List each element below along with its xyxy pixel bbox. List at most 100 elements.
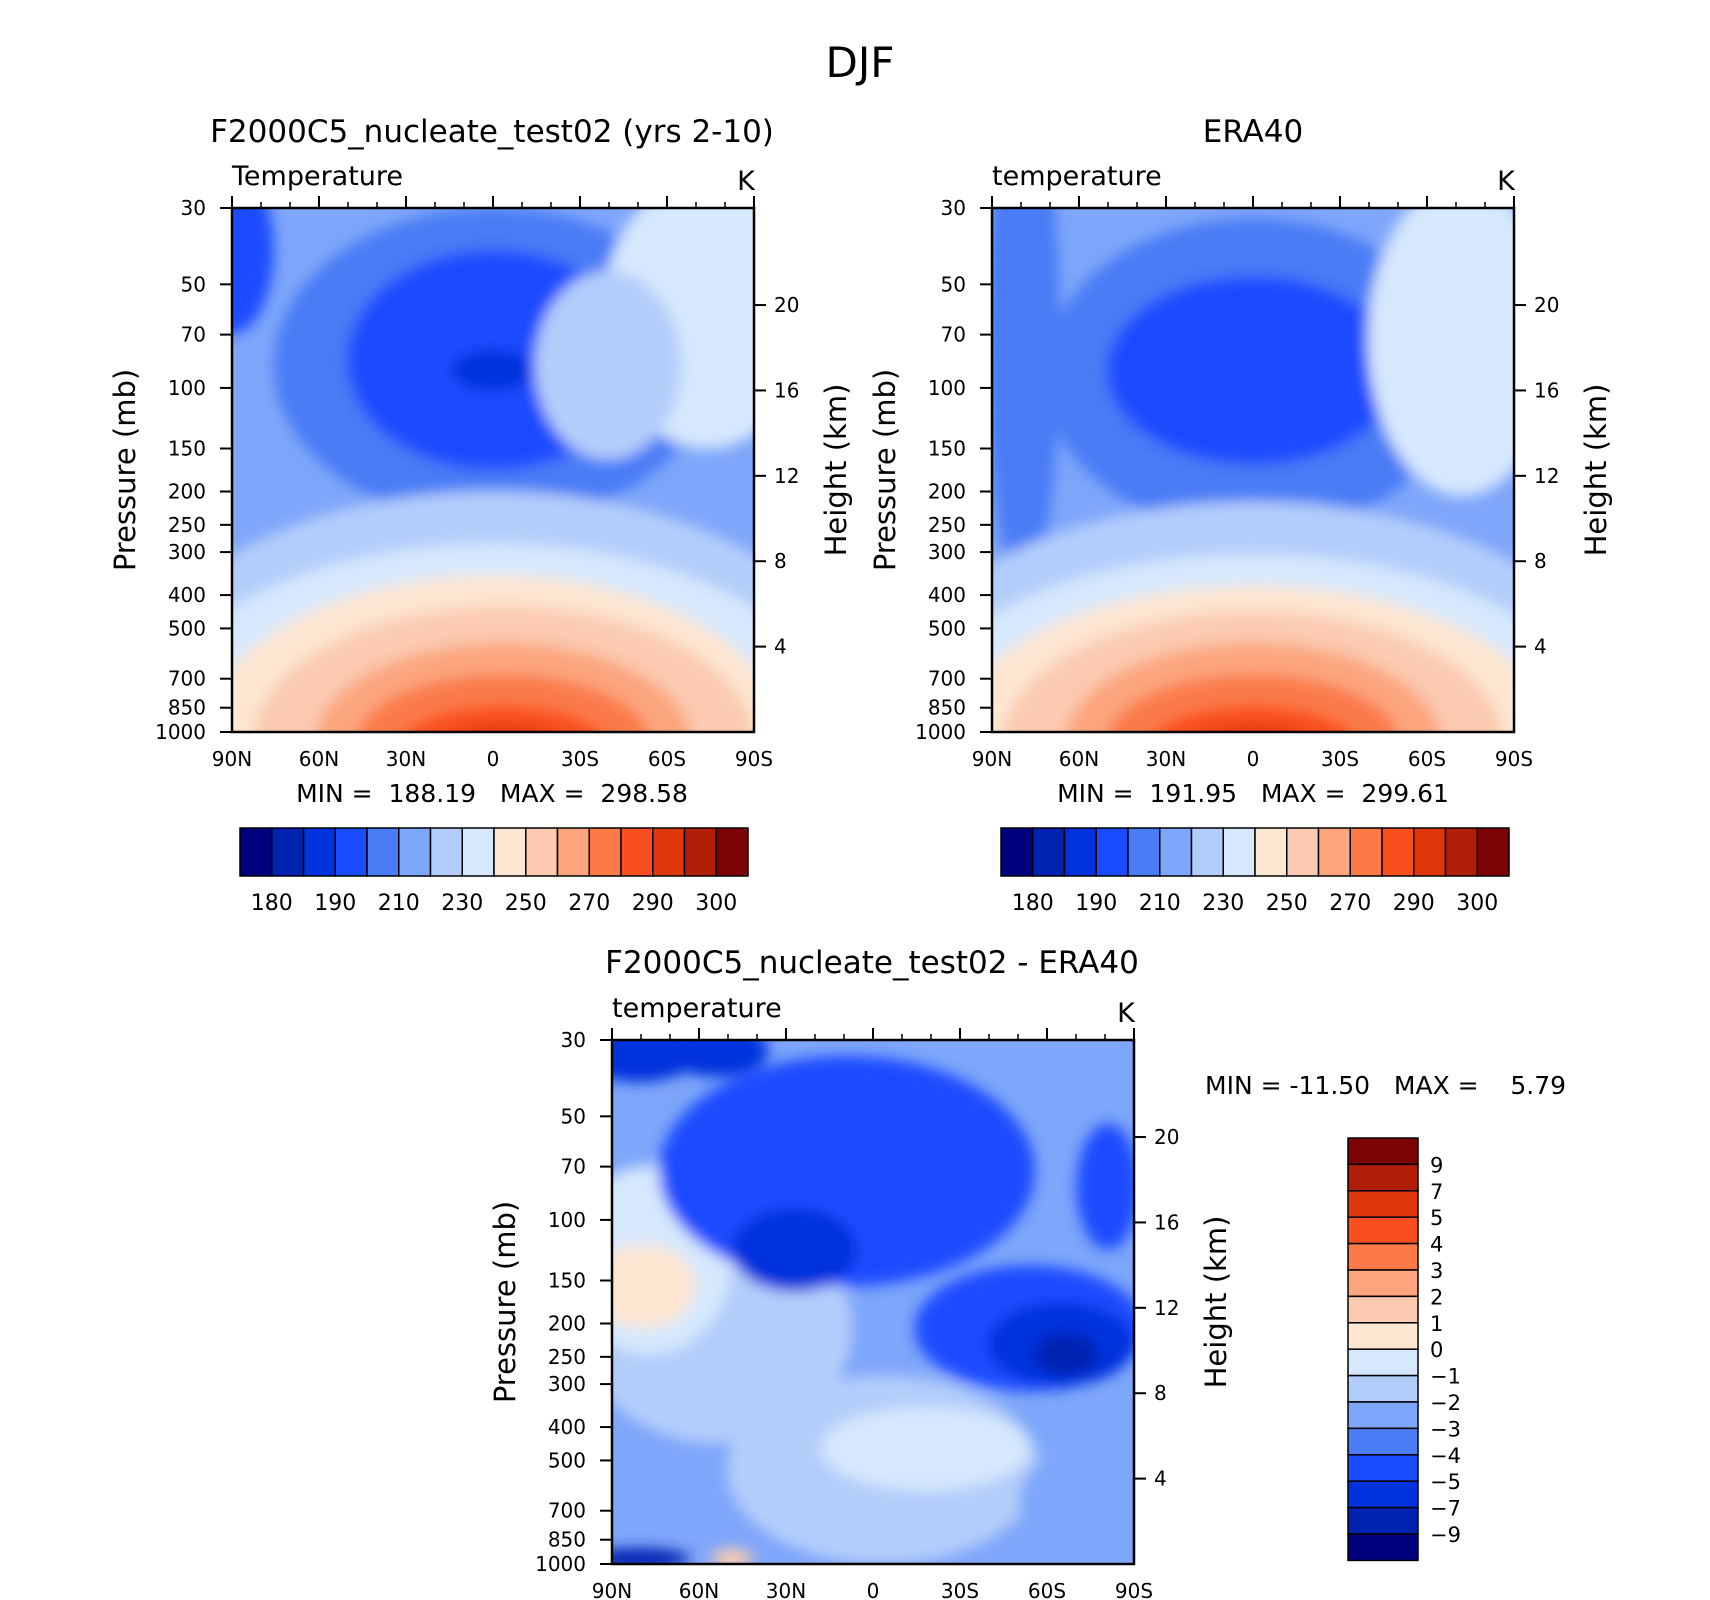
height-tick-label: 4 — [774, 635, 787, 659]
panel-model-variable-label: Temperature — [231, 161, 403, 192]
x-tick-label: 0 — [1247, 747, 1260, 771]
y-tick-label: 30 — [181, 196, 206, 220]
y-tick-label: 50 — [181, 272, 206, 296]
panel-model-stats: MIN = 188.19 MAX = 298.58 — [296, 779, 688, 808]
colorbar-swatch — [366, 827, 400, 877]
colorbar-label: −3 — [1430, 1417, 1461, 1441]
y-tick-label: 70 — [181, 323, 206, 347]
colorbar-label: 2 — [1430, 1285, 1443, 1309]
y-tick-label: 50 — [941, 272, 966, 296]
colorbar-label: −7 — [1430, 1497, 1461, 1521]
colorbar-swatch — [1347, 1427, 1419, 1456]
colorbar-label: 250 — [505, 891, 547, 916]
colorbar-swatch — [1347, 1480, 1419, 1509]
colorbar-label: −4 — [1430, 1444, 1461, 1468]
height-tick-label: 4 — [1534, 635, 1547, 659]
panel-era40-height-axis-label: Height (km) — [1579, 384, 1613, 557]
y-tick-label: 300 — [548, 1372, 586, 1396]
colorbar-swatch — [429, 827, 463, 877]
colorbar-label: 1 — [1430, 1312, 1443, 1336]
colorbar-swatch — [1381, 827, 1415, 877]
panel-model-plot — [232, 208, 754, 732]
colorbar-swatch — [1032, 827, 1066, 877]
colorbar-swatch — [652, 827, 686, 877]
y-tick-label: 400 — [928, 583, 966, 607]
colorbar-swatch — [493, 827, 527, 877]
height-tick-label: 16 — [774, 378, 799, 402]
colorbar-swatch — [1347, 1322, 1419, 1350]
x-tick-label: 90N — [212, 747, 252, 771]
x-tick-label: 90S — [1115, 1579, 1153, 1600]
height-tick-label: 12 — [1154, 1296, 1179, 1320]
contour-region — [406, 705, 601, 732]
contour-region — [1211, 726, 1295, 732]
x-tick-label: 30S — [941, 1579, 979, 1600]
y-tick-label: 100 — [548, 1208, 586, 1232]
y-tick-label: 1000 — [915, 720, 966, 744]
colorbar-label: 230 — [1202, 891, 1244, 916]
x-tick-label: 30S — [561, 747, 599, 771]
contour-region — [232, 208, 274, 334]
contour-region — [1367, 208, 1514, 497]
x-tick-label: 30S — [1321, 747, 1359, 771]
x-tick-label: 90S — [1495, 747, 1533, 771]
panel-era40-variable-label: temperature — [992, 161, 1162, 192]
y-tick-label: 700 — [168, 667, 206, 691]
height-tick-label: 4 — [1154, 1467, 1167, 1491]
y-tick-label: 850 — [548, 1528, 586, 1552]
y-tick-label: 1000 — [155, 720, 206, 744]
x-tick-label: 60N — [299, 747, 339, 771]
contour-region — [534, 270, 681, 460]
panel-difference-variable-label: temperature — [612, 993, 782, 1024]
colorbar-label: 270 — [1329, 891, 1371, 916]
panel-model-title: F2000C5_nucleate_test02 (yrs 2-10) — [210, 114, 774, 150]
x-tick-label: 60N — [1059, 747, 1099, 771]
colorbar-swatch — [1413, 827, 1447, 877]
colorbar-swatch — [1347, 1269, 1419, 1298]
colorbar-label: 9 — [1430, 1153, 1443, 1177]
contour-region — [316, 642, 691, 732]
panel-difference-title: F2000C5_nucleate_test02 - ERA40 — [605, 945, 1139, 981]
colorbar-label: −5 — [1430, 1470, 1461, 1494]
x-tick-label: 90S — [735, 747, 773, 771]
contour-region — [612, 1548, 691, 1564]
panel-difference-height-axis-label: Height (km) — [1199, 1216, 1233, 1389]
colorbar-swatch — [1063, 827, 1097, 877]
colorbar-label: 3 — [1430, 1259, 1443, 1283]
y-tick-label: 50 — [561, 1104, 586, 1128]
panel-era40-stats: MIN = 191.95 MAX = 299.61 — [1057, 779, 1449, 808]
y-tick-label: 30 — [941, 196, 966, 220]
colorbar-swatch — [1476, 827, 1510, 877]
colorbar-swatch — [1286, 827, 1320, 877]
y-tick-label: 700 — [928, 667, 966, 691]
colorbar-swatch — [1095, 827, 1129, 877]
y-tick-label: 700 — [548, 1499, 586, 1523]
colorbar-swatch — [239, 827, 273, 877]
x-tick-label: 90N — [972, 747, 1012, 771]
x-tick-label: 60S — [1028, 1579, 1066, 1600]
y-tick-label: 250 — [168, 513, 206, 537]
contour-region — [462, 726, 545, 732]
colorbar-swatch — [1317, 827, 1351, 877]
y-tick-label: 30 — [561, 1028, 586, 1052]
colorbar-label: 190 — [314, 891, 356, 916]
colorbar-swatch — [302, 827, 336, 877]
colorbar-swatch — [334, 827, 368, 877]
colorbar-swatch — [1347, 1454, 1419, 1482]
y-tick-label: 250 — [928, 513, 966, 537]
panel-model-units: K — [737, 166, 756, 197]
contour-region — [1106, 276, 1400, 465]
y-tick-label: 500 — [548, 1448, 586, 1472]
height-tick-label: 20 — [1154, 1125, 1179, 1149]
y-tick-label: 150 — [168, 437, 206, 461]
contour-region — [820, 1406, 1030, 1491]
height-tick-label: 12 — [1534, 464, 1559, 488]
contour-region — [1156, 705, 1350, 732]
panel-model-height-axis-label: Height (km) — [819, 384, 853, 557]
x-tick-label: 30N — [1146, 747, 1186, 771]
panel-era40-y-axis-label: Pressure (mb) — [868, 369, 902, 571]
y-tick-label: 400 — [548, 1415, 586, 1439]
colorbar-swatch — [1159, 827, 1193, 877]
y-tick-label: 300 — [168, 540, 206, 564]
